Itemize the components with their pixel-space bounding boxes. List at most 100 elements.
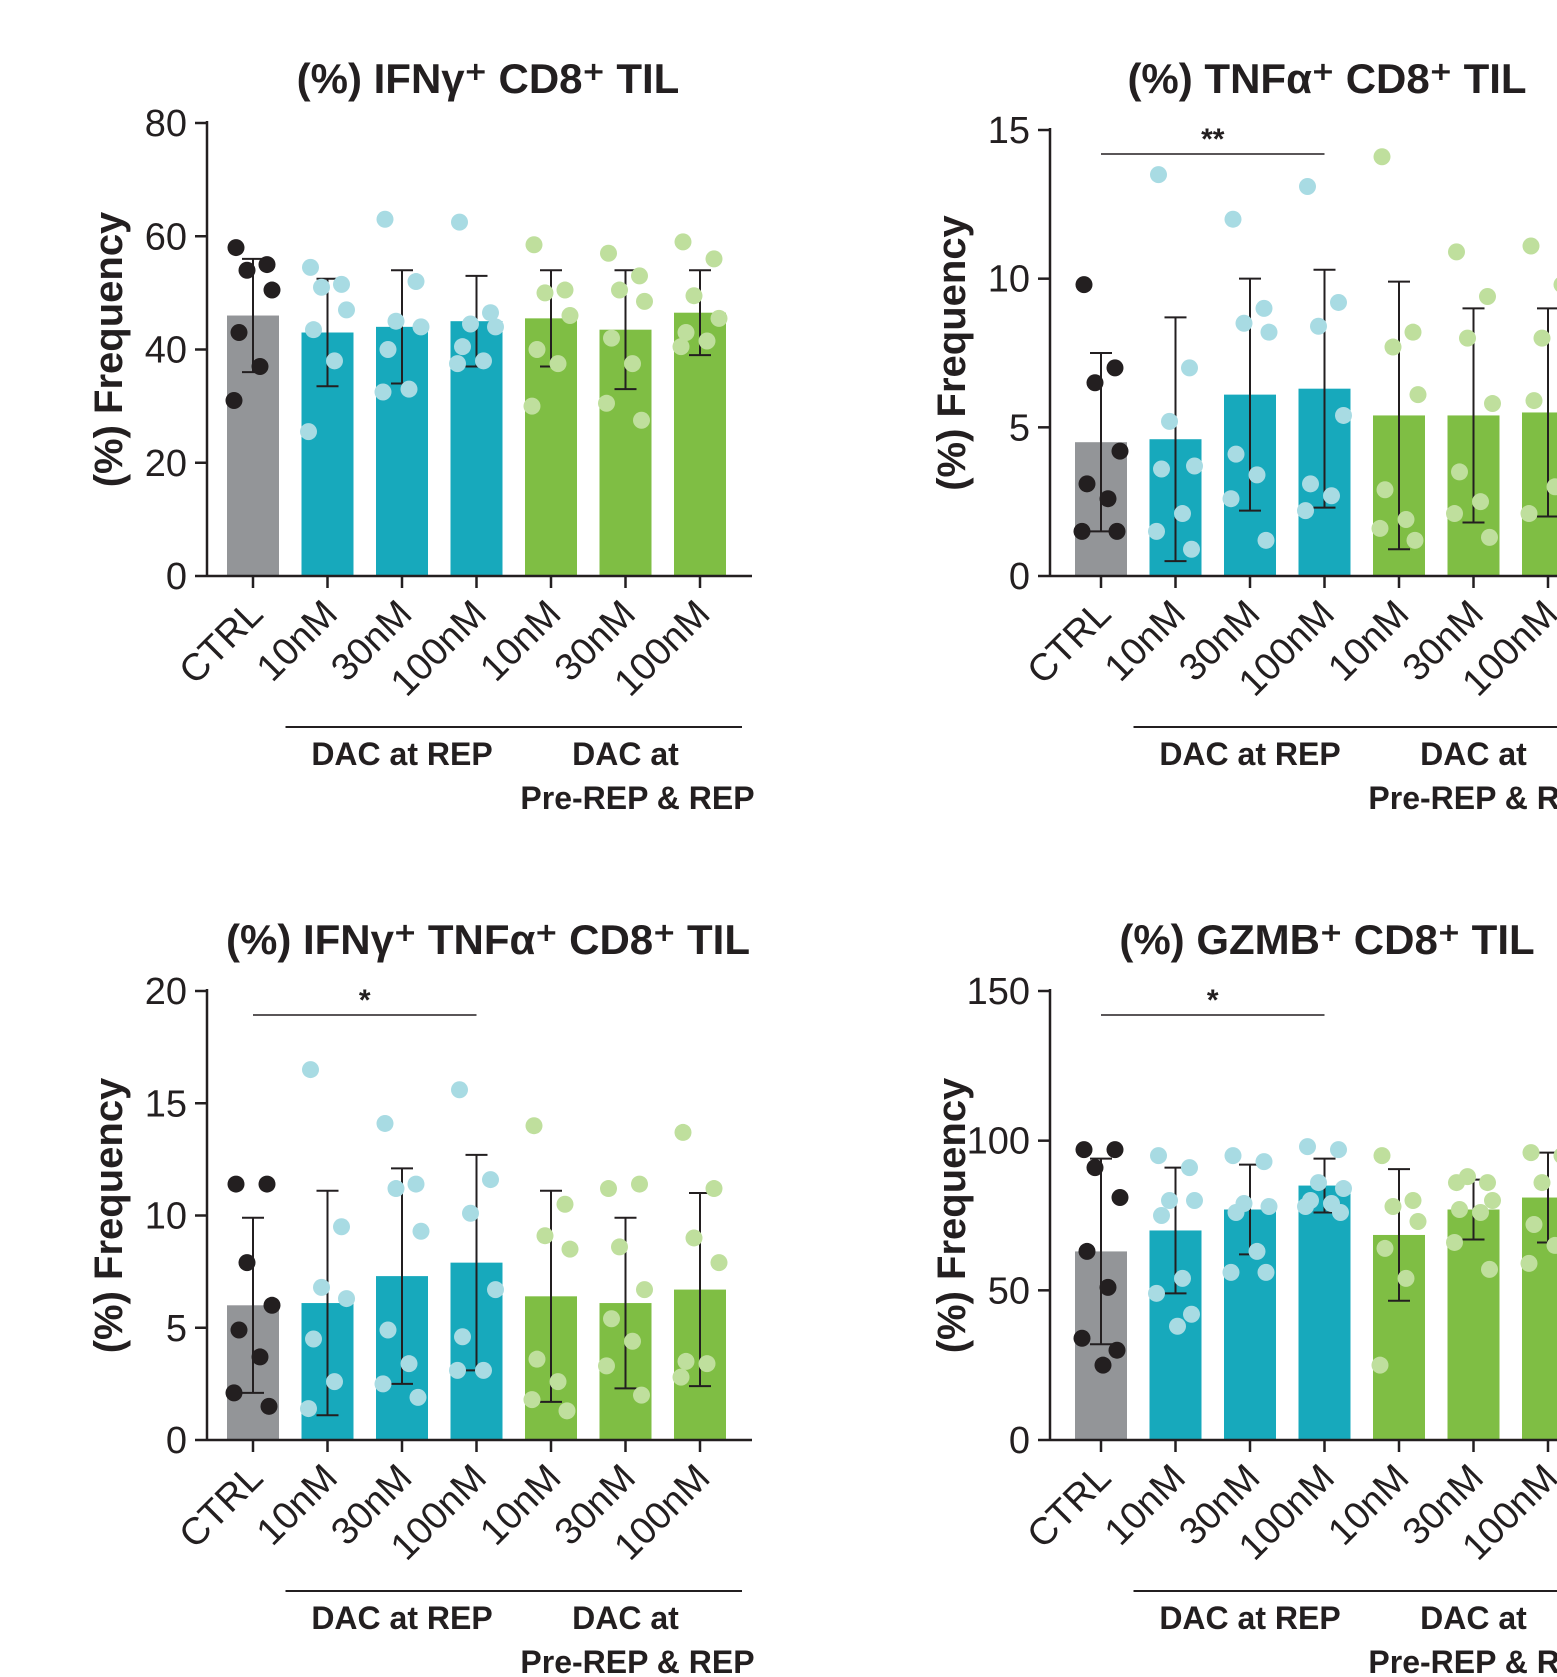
data-point: [1299, 177, 1316, 195]
data-point: [556, 281, 574, 299]
data-point: [1479, 288, 1496, 306]
data-point: [379, 341, 397, 358]
data-point: [1181, 359, 1198, 377]
data-point: [1073, 1329, 1091, 1347]
data-point: [1169, 1317, 1186, 1335]
data-point: [333, 1218, 350, 1236]
data-point: [1086, 1159, 1104, 1177]
data-point: [238, 1254, 256, 1272]
data-point: [1106, 359, 1124, 377]
data-point: [1409, 386, 1427, 404]
data-point: [1546, 478, 1557, 496]
data-point: [302, 258, 319, 276]
data-point: [449, 355, 466, 373]
data-point: [1484, 395, 1501, 413]
data-point: [227, 1175, 245, 1193]
data-point: [1404, 1192, 1422, 1210]
data-point: [1446, 1233, 1463, 1251]
y-tick-label: 0: [1009, 1420, 1030, 1462]
data-point: [1111, 442, 1129, 460]
data-point: [230, 1321, 248, 1339]
data-point: [705, 250, 723, 268]
data-point: [1174, 1269, 1191, 1287]
data-point: [387, 312, 405, 330]
data-point: [1186, 1192, 1203, 1210]
chart-panel-4: (%) GZMB⁺ CD8⁺ TIL (%) Frequency 0 50 100 150…: [930, 916, 1557, 1677]
data-point: [1522, 1144, 1540, 1162]
significance-label: **: [1201, 123, 1225, 156]
y-axis-label: (%) Frequency: [930, 214, 974, 490]
data-point: [1297, 1198, 1314, 1216]
group-label-line2: Pre-REP & REP: [520, 780, 754, 816]
data-point: [379, 1321, 397, 1339]
error-bar: [316, 277, 339, 388]
data-point: [1310, 317, 1327, 335]
data-point: [698, 1355, 716, 1373]
data-point: [677, 324, 695, 342]
data-point: [1260, 1198, 1278, 1216]
data-point: [636, 292, 653, 310]
data-point: [326, 352, 343, 370]
data-point: [1481, 528, 1498, 546]
y-tick-label: 50: [988, 1270, 1030, 1312]
data-point: [1520, 505, 1538, 523]
data-point: [409, 1388, 427, 1406]
error-bar: [1090, 1157, 1112, 1346]
data-point: [1302, 475, 1319, 493]
data-point: [600, 1180, 617, 1198]
data-point: [1186, 457, 1203, 475]
data-point: [1222, 490, 1240, 508]
data-point: [412, 1222, 430, 1240]
data-point: [611, 1238, 628, 1256]
significance-label: *: [359, 984, 371, 1017]
error-bar: [1313, 268, 1336, 509]
data-point: [376, 210, 394, 228]
data-point: [1108, 522, 1126, 540]
data-point: [1406, 531, 1424, 549]
data-point: [1161, 1192, 1178, 1210]
data-point: [1183, 1305, 1200, 1323]
data-point: [1546, 1236, 1557, 1254]
data-point: [1227, 445, 1245, 463]
chart-title: (%) TNFα⁺ CD8⁺ TIL: [1127, 55, 1526, 102]
data-point: [475, 1361, 492, 1379]
data-point: [1150, 166, 1167, 184]
data-point: [487, 318, 504, 336]
data-point: [451, 1081, 468, 1099]
y-axis-label: (%) Frequency: [87, 1077, 131, 1353]
y-tick-label: 15: [988, 110, 1030, 152]
data-point: [305, 321, 322, 339]
data-point: [1479, 1174, 1496, 1192]
data-point: [1075, 276, 1093, 294]
data-point: [258, 256, 276, 274]
data-point: [1533, 1174, 1551, 1192]
data-point: [1248, 1242, 1266, 1260]
data-point: [482, 304, 499, 322]
data-point: [1150, 1147, 1167, 1165]
data-point: [1108, 1341, 1126, 1359]
data-point: [258, 1175, 276, 1193]
data-point: [251, 1348, 269, 1366]
data-point: [374, 1375, 392, 1393]
data-point: [1099, 490, 1117, 508]
data-point: [1481, 1260, 1498, 1278]
group-label: DAC at: [1420, 1600, 1527, 1636]
significance-label: *: [1207, 984, 1219, 1017]
data-point: [624, 355, 641, 373]
data-point: [677, 1352, 695, 1370]
bar: [674, 312, 726, 576]
data-point: [1174, 505, 1191, 523]
data-point: [1373, 148, 1391, 166]
data-point: [1222, 1263, 1240, 1281]
data-point: [305, 1330, 322, 1348]
data-point: [1472, 1204, 1489, 1222]
data-point: [603, 1310, 620, 1328]
error-bar: [1388, 280, 1410, 551]
data-point: [525, 236, 543, 254]
data-point: [462, 1204, 479, 1222]
data-point: [1310, 1174, 1327, 1192]
data-point: [400, 380, 418, 398]
data-point: [1332, 1204, 1349, 1222]
data-point: [1111, 1189, 1129, 1207]
data-point: [1472, 493, 1489, 511]
